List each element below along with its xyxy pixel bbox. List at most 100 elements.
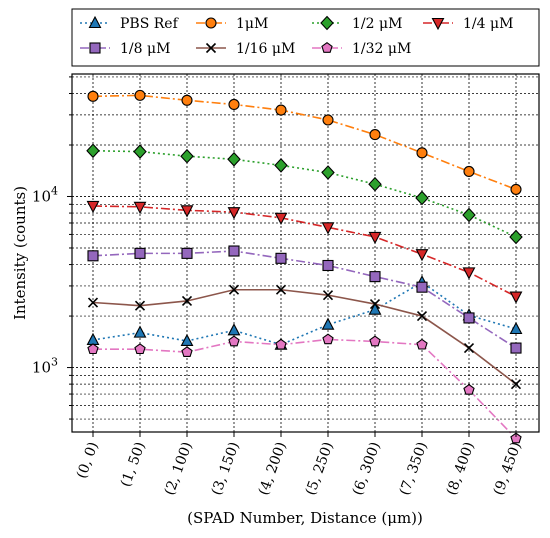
data-point	[369, 335, 381, 347]
data-point	[510, 432, 522, 444]
x-tick-label: (7, 350)	[397, 440, 431, 498]
data-point	[369, 129, 381, 141]
legend-marker	[321, 42, 333, 53]
x-tick-label: (9, 450)	[491, 440, 525, 498]
x-tick-label: (6, 300)	[350, 440, 384, 498]
legend-marker	[205, 42, 217, 54]
legend-marker	[320, 15, 334, 31]
series-line	[92, 205, 517, 298]
data-point	[133, 325, 147, 338]
data-point	[416, 310, 428, 322]
data-point	[228, 98, 240, 111]
data-point	[228, 245, 240, 257]
legend-label: 1/32 μM	[352, 41, 411, 57]
data-point	[368, 176, 382, 192]
data-point	[87, 250, 99, 262]
data-point	[275, 338, 287, 350]
data-point	[180, 205, 194, 218]
data-point	[321, 317, 335, 330]
data-point	[509, 321, 523, 335]
plot-frame	[71, 73, 540, 433]
data-point	[134, 343, 146, 355]
data-point	[181, 295, 193, 307]
data-point	[322, 333, 334, 345]
x-tick-label: (1, 50)	[118, 440, 149, 489]
data-point	[509, 229, 523, 245]
data-point	[322, 259, 334, 272]
data-point	[415, 249, 429, 262]
marker-layer	[86, 89, 523, 444]
data-point	[321, 222, 335, 235]
legend-marker	[205, 17, 217, 29]
data-point	[86, 143, 100, 159]
data-point	[510, 342, 522, 354]
data-point	[87, 90, 99, 102]
data-point	[134, 300, 146, 311]
series-line	[93, 338, 517, 440]
data-point	[134, 247, 146, 259]
data-point	[463, 312, 475, 324]
data-point	[133, 144, 147, 159]
data-point	[87, 343, 99, 355]
legend-label: 1/16 μM	[236, 41, 295, 57]
series-line	[92, 94, 517, 191]
x-tick-label: (8, 400)	[444, 440, 478, 498]
data-point	[274, 158, 288, 173]
legend-label: 1μM	[236, 16, 268, 32]
data-point	[416, 281, 428, 293]
data-point	[415, 190, 429, 206]
data-point	[509, 291, 523, 304]
data-point	[227, 323, 241, 336]
series-layer	[92, 94, 517, 440]
data-point	[275, 104, 287, 116]
data-point	[86, 200, 100, 214]
x-tick-label: (3, 150)	[209, 440, 243, 498]
x-tick-label: (5, 250)	[303, 440, 337, 498]
data-point	[275, 284, 287, 295]
data-point	[180, 148, 194, 164]
y-tick-label: 103	[32, 356, 58, 377]
grid-lines	[72, 74, 539, 432]
data-point	[463, 165, 475, 178]
data-point	[181, 346, 193, 358]
data-point	[227, 151, 241, 167]
data-point	[86, 332, 100, 345]
data-point	[369, 299, 381, 310]
data-point	[274, 212, 288, 226]
legend-box	[71, 8, 540, 67]
data-point	[416, 147, 428, 159]
series-line	[92, 288, 517, 385]
series-line	[92, 250, 517, 349]
x-tick-label: (4, 200)	[256, 440, 290, 498]
series-line	[92, 281, 517, 346]
legend-label: 1/4 μM	[463, 16, 513, 32]
series-line	[92, 149, 517, 238]
legend-label: 1/8 μM	[120, 41, 170, 57]
legend: PBS Ref 1μM 1/2 μM 1/4 μM 1/8 μM 1/16 μM 1/32 …	[71, 8, 540, 67]
data-point	[133, 201, 147, 215]
data-point	[322, 114, 334, 126]
data-point	[134, 89, 146, 101]
legend-marker	[88, 15, 102, 29]
data-point	[462, 267, 476, 280]
data-point	[180, 333, 194, 347]
data-point	[368, 302, 382, 315]
legend-label: 1/2 μM	[352, 16, 402, 32]
data-point	[369, 271, 381, 283]
data-point	[228, 284, 240, 295]
data-point	[416, 338, 428, 350]
data-point	[463, 342, 475, 354]
legend-marker	[89, 42, 101, 54]
legend-label: PBS Ref	[120, 16, 180, 32]
data-point	[227, 207, 241, 220]
data-point	[275, 252, 287, 264]
data-point	[181, 94, 193, 106]
data-point	[181, 247, 193, 259]
data-point	[510, 379, 522, 390]
y-axis-label: Intensity (counts)	[11, 186, 29, 320]
data-point	[321, 165, 335, 180]
data-point	[87, 297, 99, 308]
data-point	[510, 183, 522, 195]
